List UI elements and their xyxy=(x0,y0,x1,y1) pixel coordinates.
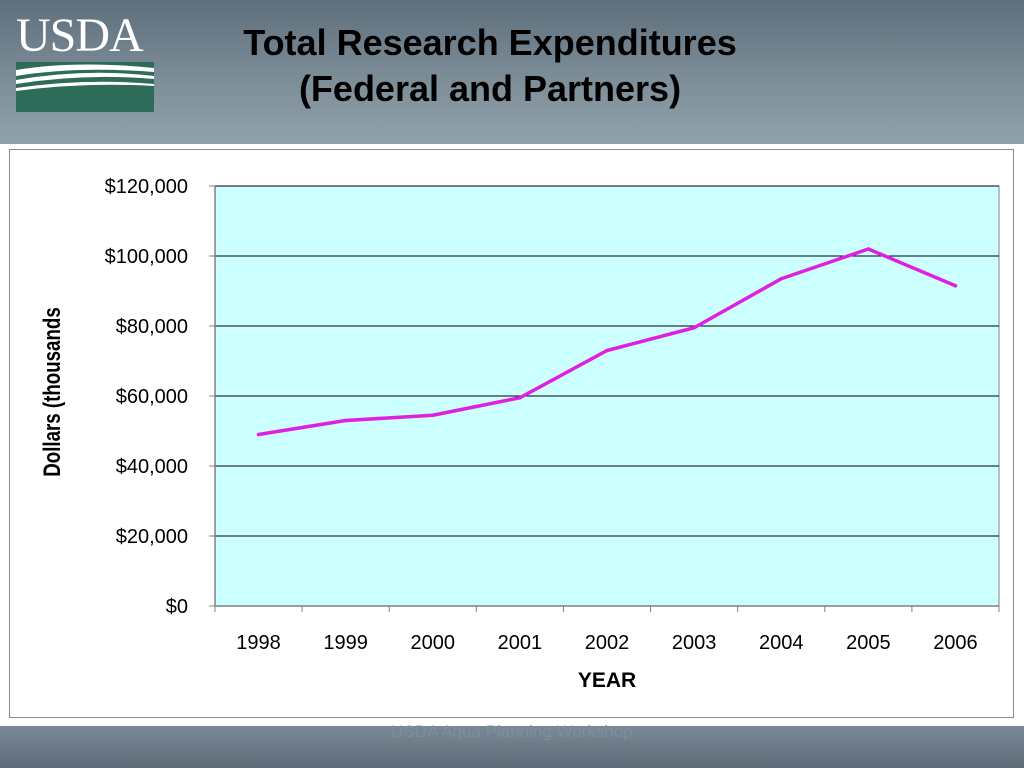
slide-footer: USDA Aqua Planning Workshop xyxy=(391,722,633,741)
x-tick-label: 2000 xyxy=(411,632,456,654)
data-point xyxy=(343,418,348,423)
data-point xyxy=(256,432,261,437)
data-point xyxy=(605,348,609,353)
data-point xyxy=(692,325,696,330)
data-point xyxy=(779,276,784,281)
data-point xyxy=(953,283,958,288)
title-line-2: (Federal and Partners) xyxy=(298,68,682,109)
footer-band xyxy=(0,726,1024,768)
gridlines xyxy=(215,185,999,537)
x-tick-label: 2003 xyxy=(672,632,717,654)
y-tick-label: $60,000 xyxy=(116,386,188,408)
slide-header: USDA Total Research Expenditures (Federa… xyxy=(0,0,1024,148)
line-chart: $0 $20,000 $40,000 $60,000 $80,000 $100,000 $1… xyxy=(39,176,1000,692)
y-tick-label: $100,000 xyxy=(105,246,188,268)
y-axis-label: Dollars (thousands xyxy=(39,307,66,477)
title-line-1: Total Research Expenditures xyxy=(243,22,737,63)
data-point xyxy=(866,247,871,251)
data-point xyxy=(518,395,522,400)
chart-frame xyxy=(9,149,1014,718)
x-axis-ticks: 1998 1999 2000 2001 2002 2003 2004 2005 2006 xyxy=(214,606,1000,654)
x-tick-label: 2005 xyxy=(846,632,891,654)
chart-panel: $0 $20,000 $40,000 $60,000 $80,000 $100,000 $1… xyxy=(0,144,1024,726)
data-point xyxy=(430,413,435,418)
x-tick-label: 2004 xyxy=(759,632,804,654)
y-tick-label: $20,000 xyxy=(116,526,188,548)
x-tick-label: 1998 xyxy=(236,632,281,654)
y-tick-label: $0 xyxy=(166,596,188,618)
y-tick-label: $40,000 xyxy=(116,456,188,478)
usda-logo-emblem xyxy=(16,62,154,112)
usda-logo: USDA xyxy=(16,9,154,112)
x-tick-label: 2006 xyxy=(933,632,978,654)
y-tick-label: $120,000 xyxy=(105,176,188,198)
x-axis-label: YEAR xyxy=(578,669,636,692)
y-axis-ticks: $0 $20,000 $40,000 $60,000 $80,000 $100,000 $1… xyxy=(105,176,215,618)
x-tick-label: 2001 xyxy=(498,632,543,654)
x-tick-label: 1999 xyxy=(323,632,368,654)
series-layer xyxy=(256,247,958,437)
slide-title: Total Research Expenditures (Federal and… xyxy=(160,20,820,112)
x-tick-label: 2002 xyxy=(585,632,630,654)
usda-logo-text: USDA xyxy=(16,9,144,62)
y-tick-label: $80,000 xyxy=(116,316,188,338)
